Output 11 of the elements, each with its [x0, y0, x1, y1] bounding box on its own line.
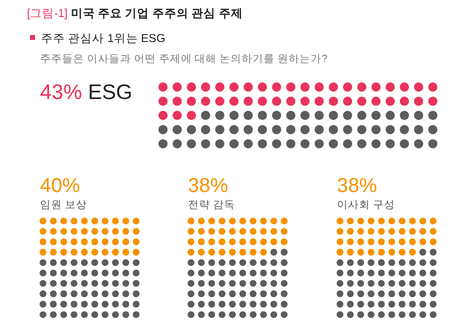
text: 주주들은 이사들과 어떤 주제에 대해 논의하기를 원하는가? [40, 53, 328, 65]
text: 주주 관심사 1위는 ESG [41, 33, 166, 45]
text: [그림-1] 미국 주요 기업 주주의 관심 주제 [27, 7, 243, 20]
category-label: ESG [88, 81, 132, 104]
data-label: 40% [40, 175, 80, 197]
data-label: 38% [337, 175, 378, 197]
category-label: 전략 감독 [188, 199, 235, 211]
data-label: 38% [188, 175, 228, 197]
data-label: 43% [40, 81, 82, 104]
category-label: 임원 보상 [40, 199, 87, 211]
category-label: 이사회 구성 [337, 199, 395, 211]
